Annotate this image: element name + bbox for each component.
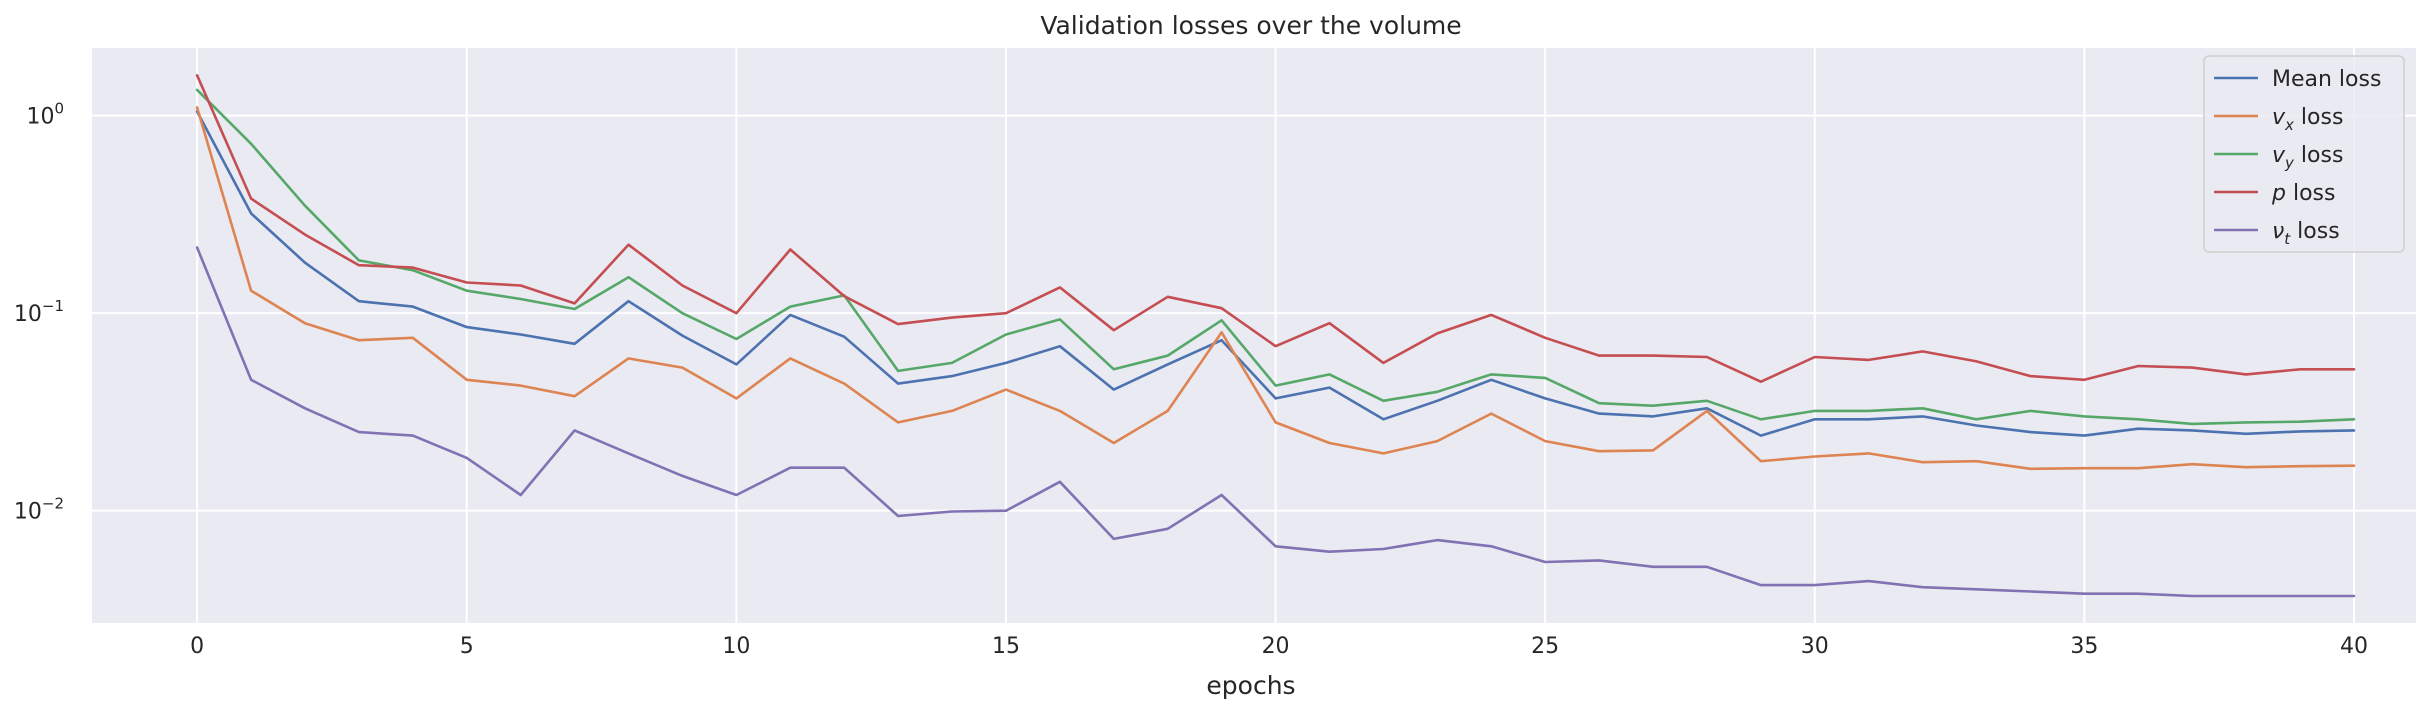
- legend-label: Mean loss: [2272, 67, 2381, 92]
- x-grid: [196, 48, 2355, 623]
- x-tick-label: 20: [1262, 634, 1290, 659]
- legend-label: νt loss: [2272, 219, 2340, 248]
- x-tick-label: 40: [2340, 634, 2368, 659]
- legend: Mean loss vx loss vy loss p loss νt loss: [2203, 55, 2405, 253]
- y-tick-label: 10−1: [14, 297, 64, 327]
- y-grid: [92, 114, 2416, 512]
- x-tick-label: 10: [722, 634, 750, 659]
- series-line: [195, 246, 2356, 598]
- legend-box: [2203, 55, 2405, 253]
- x-tick-labels: 0 5 10 15 20 25 30 35 40: [190, 634, 2368, 659]
- x-tick-label: 35: [2070, 634, 2098, 659]
- series-line: [195, 88, 2356, 426]
- x-tick-label: 0: [190, 634, 204, 659]
- series-lines: [195, 74, 2356, 598]
- x-axis-label: epochs: [1206, 671, 1295, 700]
- legend-label: vx loss: [2272, 105, 2343, 134]
- x-tick-label: 5: [460, 634, 474, 659]
- x-tick-label: 15: [992, 634, 1020, 659]
- legend-label: p loss: [2271, 181, 2335, 206]
- y-tick-label: 10−2: [14, 495, 64, 525]
- plot-area: [92, 48, 2416, 623]
- series-line: [195, 110, 2356, 437]
- series-line: [195, 74, 2356, 384]
- x-tick-label: 30: [1801, 634, 1829, 659]
- chart-title: Validation losses over the volume: [1040, 11, 1461, 40]
- x-tick-label: 25: [1531, 634, 1559, 659]
- y-tick-labels: 10−2 10−1 100: [14, 100, 64, 525]
- series-line: [195, 106, 2356, 471]
- legend-label: vy loss: [2272, 143, 2343, 172]
- y-tick-label: 100: [26, 100, 64, 130]
